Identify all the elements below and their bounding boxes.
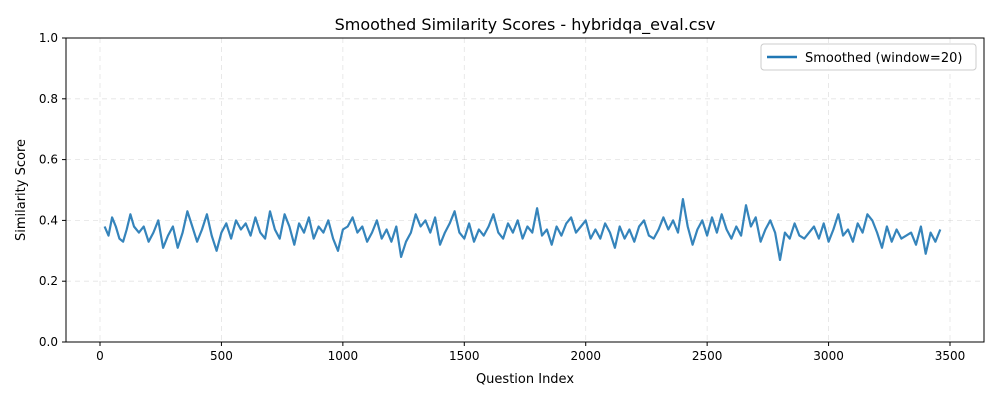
y-tick-label: 0.0 xyxy=(39,335,58,349)
series-line xyxy=(103,198,942,261)
x-tick-label: 0 xyxy=(96,349,104,363)
x-tick-label: 2500 xyxy=(692,349,723,363)
y-tick-label: 0.2 xyxy=(39,274,58,288)
series-layer xyxy=(103,198,942,261)
x-tick-label: 1500 xyxy=(449,349,480,363)
x-axis-label: Question Index xyxy=(476,372,574,387)
x-tick-label: 3000 xyxy=(813,349,844,363)
y-tick-label: 0.8 xyxy=(39,92,58,106)
x-tick-label: 1000 xyxy=(328,349,359,363)
x-tick-label: 3500 xyxy=(935,349,966,363)
x-tick-label: 500 xyxy=(210,349,233,363)
legend: Smoothed (window=20) xyxy=(760,43,977,71)
y-axis-label: Similarity Score xyxy=(14,139,29,241)
chart-title: Smoothed Similarity Scores - hybridqa_ev… xyxy=(335,15,716,35)
y-axis-ticks: 0.0 0.2 0.4 0.6 0.8 1.0 xyxy=(39,31,66,349)
x-axis-ticks: 0 500 1000 1500 2000 2500 3000 3500 xyxy=(96,342,965,363)
x-tick-label: 2000 xyxy=(570,349,601,363)
plot-frame xyxy=(65,37,985,343)
legend-entry: Smoothed (window=20) xyxy=(805,51,962,66)
y-tick-label: 0.4 xyxy=(39,213,58,227)
grid xyxy=(66,37,984,343)
y-tick-label: 1.0 xyxy=(39,31,58,45)
legend-box xyxy=(760,43,977,71)
y-tick-label: 0.6 xyxy=(39,153,58,167)
